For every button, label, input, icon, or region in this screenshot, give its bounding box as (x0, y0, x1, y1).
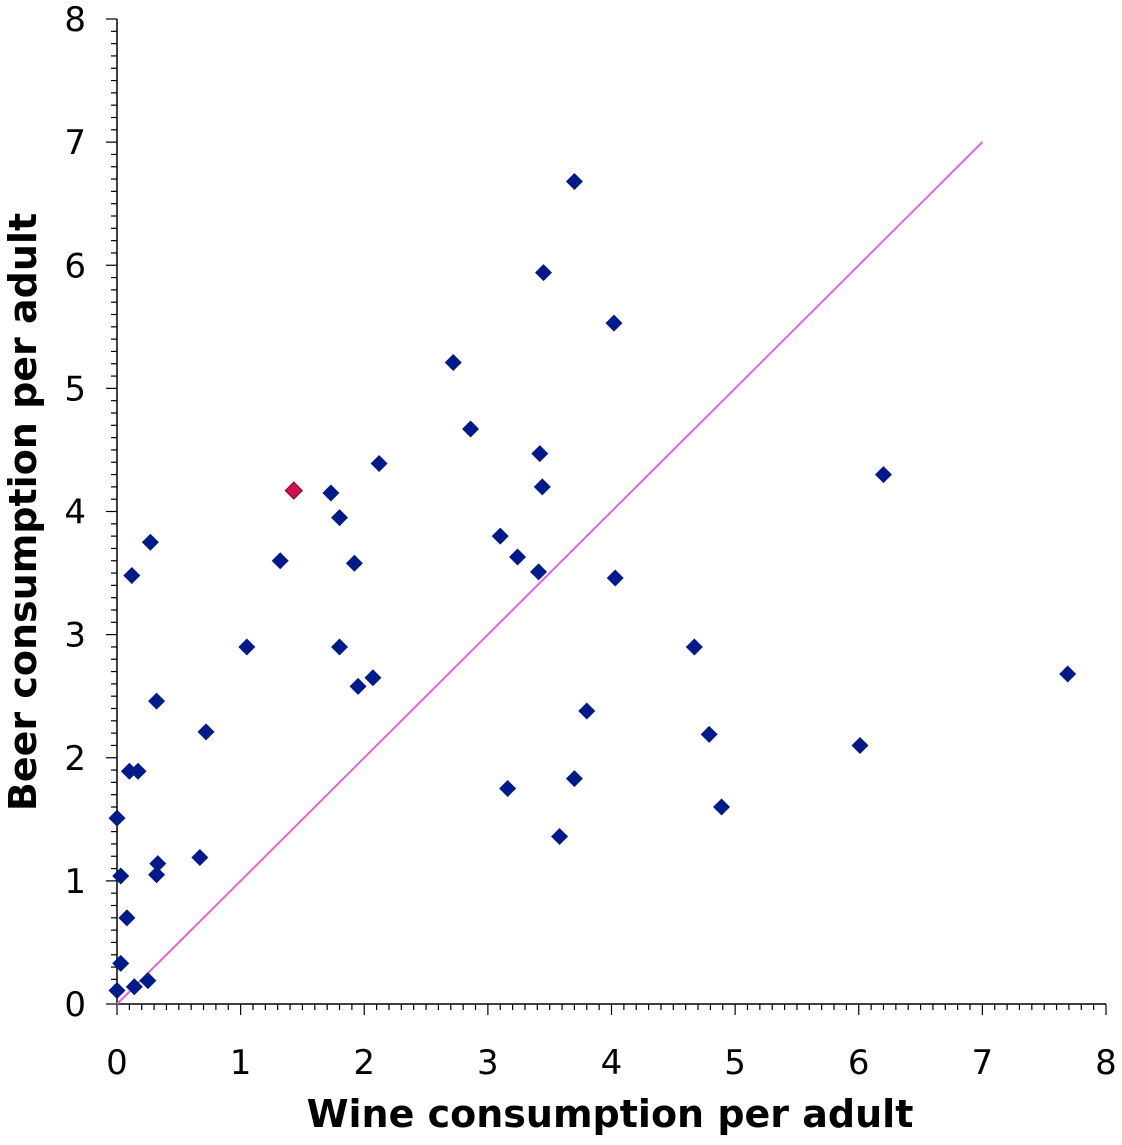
y-tick-label: 1 (64, 862, 86, 902)
data-point (713, 798, 731, 816)
data-point (345, 554, 363, 572)
data-point (349, 677, 367, 695)
data-point (129, 762, 147, 780)
data-point (565, 173, 583, 191)
data-point (499, 780, 517, 798)
reference-line-layer (116, 141, 984, 1005)
y-axis-title: Beer consumption per adult (1, 213, 45, 811)
data-point (606, 569, 624, 587)
x-axis-title: Wine consumption per adult (307, 1092, 914, 1136)
x-tick-label: 2 (353, 1043, 375, 1083)
y-tick-label: 2 (64, 739, 86, 779)
data-point (700, 725, 718, 743)
y-tick-label: 4 (64, 493, 86, 533)
x-tick-label: 6 (848, 1043, 870, 1083)
y-tick-label: 8 (64, 0, 86, 40)
data-point (685, 638, 703, 656)
highlighted-data-point (284, 481, 303, 500)
points-layer (108, 173, 1077, 999)
data-point (120, 762, 138, 780)
data-point (1059, 665, 1077, 683)
data-point (533, 478, 551, 496)
data-point (851, 736, 869, 754)
x-tick-label: 4 (601, 1043, 623, 1083)
y-tick-label: 6 (64, 246, 86, 286)
x-tick-label: 8 (1095, 1043, 1117, 1083)
y-tick-label: 5 (64, 369, 86, 409)
data-point (509, 548, 527, 566)
data-point (578, 702, 596, 720)
data-point (565, 770, 583, 788)
data-point (271, 552, 289, 570)
data-point (108, 981, 126, 999)
reference-line (116, 141, 984, 1005)
data-point (531, 445, 549, 463)
data-point (331, 638, 349, 656)
data-point (112, 867, 130, 885)
data-point (112, 954, 130, 972)
data-point (139, 972, 157, 990)
data-point (148, 692, 166, 710)
data-point (322, 484, 340, 502)
data-point (331, 509, 349, 527)
data-point (364, 669, 382, 687)
data-point (191, 848, 209, 866)
axes-layer: 0 1 2 3 4 5 6 7 8 0 1 2 3 4 5 6 7 8 (64, 0, 1116, 1083)
data-point (530, 563, 548, 581)
data-point (149, 855, 167, 873)
data-point (108, 809, 126, 827)
data-point (141, 533, 159, 551)
data-point (123, 567, 141, 585)
data-point (535, 264, 553, 282)
data-point (462, 420, 480, 438)
y-tick-label: 3 (64, 616, 86, 656)
data-point (197, 723, 215, 741)
x-tick-label: 3 (477, 1043, 499, 1083)
data-point (370, 454, 388, 472)
data-point (491, 527, 509, 545)
data-point (551, 828, 569, 846)
x-tick-label: 7 (972, 1043, 994, 1083)
data-point (125, 978, 143, 996)
data-point (874, 466, 892, 484)
data-point (148, 866, 166, 884)
data-point (118, 909, 136, 927)
x-tick-label: 0 (106, 1043, 128, 1083)
data-point (238, 638, 256, 656)
y-tick-label: 0 (64, 985, 86, 1025)
data-point (605, 314, 623, 332)
x-tick-label: 5 (724, 1043, 746, 1083)
data-point (444, 354, 462, 372)
x-tick-label: 1 (230, 1043, 252, 1083)
y-tick-label: 7 (64, 123, 86, 163)
